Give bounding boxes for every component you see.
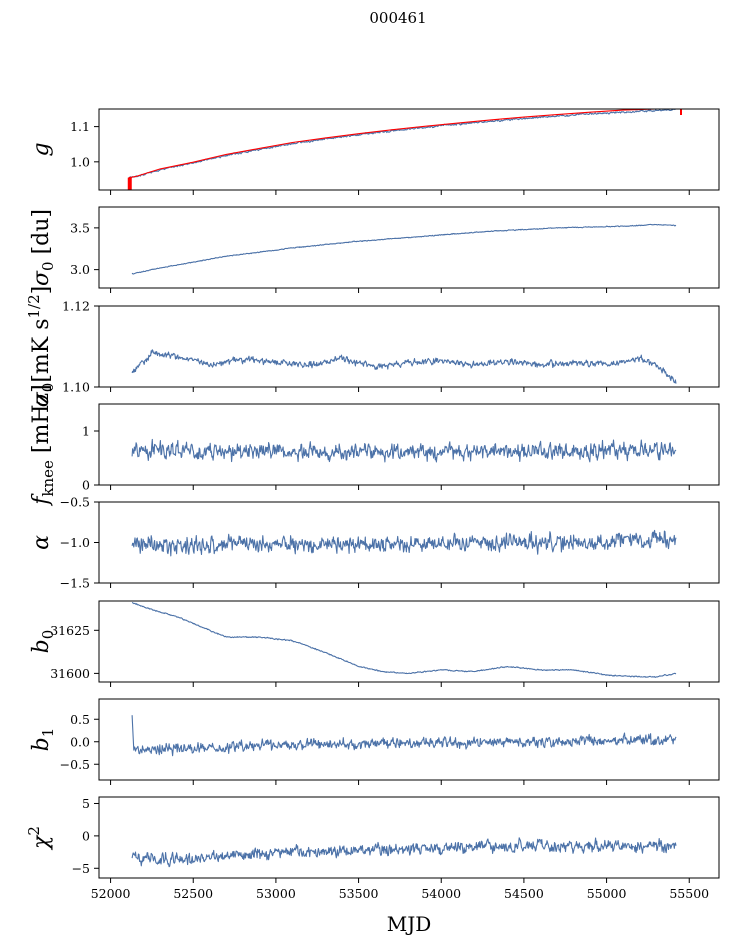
- x-tick-label: 53000: [256, 886, 296, 901]
- x-tick-label: 55000: [587, 886, 627, 901]
- y-tick-label: 0: [82, 478, 90, 493]
- y-tick-label: 3.5: [70, 220, 90, 235]
- x-tick-label: 52000: [91, 886, 131, 901]
- y-tick-label: 0.0: [70, 734, 90, 749]
- y-tick-label: 1.1: [70, 119, 90, 134]
- panel-frame: [98, 305, 720, 388]
- x-axis-label: MJD: [387, 912, 432, 936]
- panel-frame: [98, 600, 720, 683]
- x-tick-label: 54000: [421, 886, 461, 901]
- panel-sigma0_du: 3.0 3.5 σ0 [du]: [29, 206, 720, 293]
- y-tick-label: −1.5: [60, 576, 90, 591]
- model-line-g: [128, 109, 672, 179]
- y-tick-label: 3.0: [70, 262, 90, 277]
- y-tick-label: 1: [82, 424, 90, 439]
- y-tick-label: 31625: [50, 623, 90, 638]
- x-tick-label: 55500: [669, 886, 709, 901]
- y-tick-label: 1.0: [70, 154, 90, 169]
- panel-fknee: 0 1 fknee [mHz]: [29, 384, 720, 507]
- y-tick-label: 5: [82, 796, 90, 811]
- panel-sigma0_mK: 1.10 1.12 σ0[mK s1/2]: [25, 286, 720, 407]
- series-line-alpha: [131, 529, 677, 557]
- y-axis-label-fknee: fknee [mHz]: [29, 384, 57, 506]
- figure-title: 000461: [369, 9, 426, 27]
- y-axis-label-b1: b1: [29, 728, 57, 752]
- panel-frame: [98, 698, 720, 781]
- series-line-b1: [131, 715, 677, 757]
- y-tick-label: −0.5: [60, 495, 90, 510]
- panel-frame: [98, 206, 720, 289]
- y-axis-label-sigma0_du: σ0 [du]: [29, 209, 57, 286]
- series-line-chi2: [131, 837, 677, 868]
- y-tick-label: 1.10: [62, 380, 90, 395]
- series-line-g: [128, 109, 677, 179]
- series-line-b0: [131, 602, 677, 678]
- series-line-sigma0_mK: [131, 349, 677, 384]
- series-line-fknee: [131, 438, 677, 463]
- y-tick-label: 0.5: [70, 712, 90, 727]
- panel-b1: −0.5 0.0 0.5 b1: [29, 698, 720, 785]
- y-tick-label: −5: [72, 861, 90, 876]
- panel-frame: [98, 108, 720, 191]
- y-tick-label: −1.0: [60, 535, 90, 550]
- panel-frame: [98, 403, 720, 486]
- panel-frame: [98, 796, 720, 879]
- x-tick-label: 52500: [173, 886, 213, 901]
- y-axis-label-chi2: χ2: [25, 826, 54, 851]
- y-tick-label: −0.5: [60, 757, 90, 772]
- y-tick-label: 0: [82, 828, 90, 843]
- series-line-sigma0_du: [131, 223, 677, 275]
- y-axis-label-alpha: α: [29, 535, 54, 550]
- x-axis: 52000 52500 53000 53500 54000 54500 55000 55500: [91, 878, 709, 901]
- y-tick-label: 31600: [50, 666, 90, 681]
- panel-alpha: −1.5 −1.0 −0.5 α: [29, 495, 720, 591]
- panel-chi2: −5 0 5 χ2: [25, 796, 720, 879]
- y-axis-label-sigma0_mK: σ0[mK s1/2]: [25, 286, 57, 407]
- x-tick-label: 54500: [504, 886, 544, 901]
- x-tick-label: 53500: [339, 886, 379, 901]
- panel-g: 1.0 1.1 g: [29, 108, 720, 195]
- y-axis-label-g: g: [29, 142, 54, 156]
- y-axis-label-b0: b0: [29, 630, 57, 654]
- y-tick-label: 1.12: [62, 299, 90, 314]
